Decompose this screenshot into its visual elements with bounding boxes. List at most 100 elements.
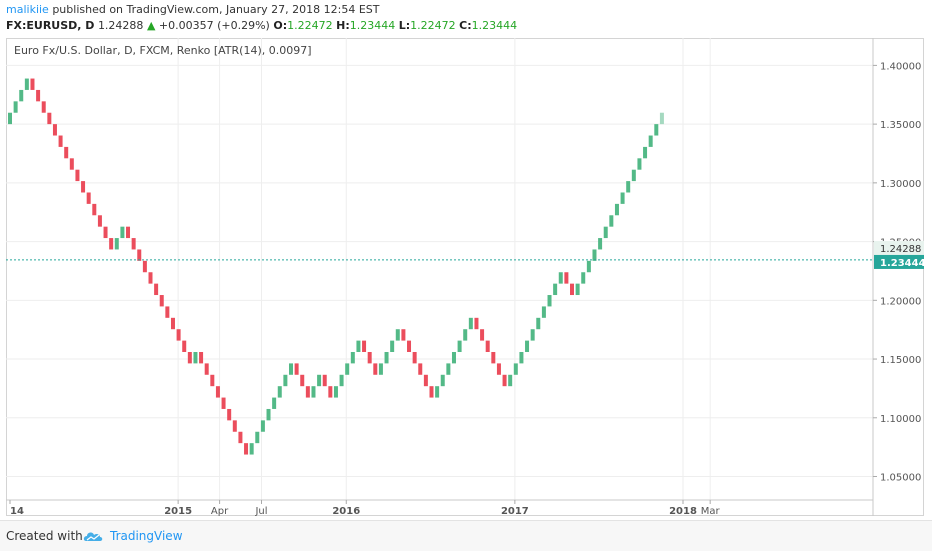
renko-brick-down <box>187 352 192 364</box>
renko-brick-up <box>317 374 322 387</box>
renko-brick-up <box>620 192 625 204</box>
renko-brick-down <box>564 272 569 284</box>
close-price-badge-text: 1.23444 <box>880 258 924 269</box>
open-value: 1.22472 <box>287 19 333 32</box>
time-axis[interactable]: 14 2015 Apr Jul 2016 2017 2018 Mar <box>9 500 721 517</box>
renko-brick-up <box>592 249 597 261</box>
renko-brick-down <box>322 374 327 387</box>
renko-brick-up <box>260 420 265 432</box>
renko-brick-down <box>81 181 86 193</box>
renko-brick-up <box>378 363 383 375</box>
renko-brick-down <box>227 408 232 421</box>
renko-brick-down <box>199 352 204 364</box>
renko-brick-up <box>536 317 541 330</box>
renko-brick-up <box>333 386 338 398</box>
close-price-badge-bg <box>874 254 924 269</box>
price-change: +0.00357 (+0.29%) <box>158 19 270 32</box>
renko-brick-up <box>654 124 659 136</box>
last-price-badge: 1.24288 <box>874 240 924 255</box>
renko-brick-up <box>24 78 29 90</box>
renko-brick-up <box>272 397 277 409</box>
renko-brick-down <box>176 329 181 341</box>
renko-brick-up <box>311 386 316 398</box>
tradingview-link[interactable]: TradingView <box>110 529 183 543</box>
renko-brick-up <box>508 374 513 387</box>
renko-brick-up <box>609 215 614 227</box>
created-with-label: Created with <box>6 529 83 543</box>
renko-brick-down <box>305 386 310 398</box>
renko-brick-down <box>142 260 147 273</box>
renko-brick-down <box>30 78 35 90</box>
renko-brick-down <box>109 238 114 250</box>
x-tick-label: Mar <box>701 506 721 516</box>
renko-brick-up <box>193 352 198 364</box>
renko-brick-down <box>137 249 142 261</box>
renko-brick-down <box>502 374 507 387</box>
renko-chart[interactable]: 1.400001.350001.300001.250001.200001.150… <box>6 38 926 517</box>
renko-brick-up <box>266 408 271 421</box>
renko-brick-down <box>41 101 46 113</box>
renko-brick-down <box>362 340 367 352</box>
renko-brick-down <box>294 363 299 375</box>
renko-brick-down <box>407 340 412 352</box>
renko-brick-down <box>474 317 479 330</box>
publish-info: published on TradingView.com, January 27… <box>48 3 380 16</box>
renko-brick-down <box>159 295 164 307</box>
publish-line: malikiie published on TradingView.com, J… <box>6 3 379 16</box>
renko-brick-up <box>345 363 350 375</box>
chart-border <box>6 38 924 516</box>
x-tick-label: 2015 <box>164 506 192 516</box>
renko-brick-down <box>328 386 333 398</box>
renko-brick-up <box>446 363 451 375</box>
renko-brick-down <box>570 283 574 296</box>
renko-brick-up <box>575 283 580 296</box>
renko-brick-down <box>401 329 406 341</box>
renko-brick-down <box>496 363 501 375</box>
low-label: L: <box>398 19 411 32</box>
last-price-badge-bg <box>874 240 924 255</box>
low-value: 1.22472 <box>410 19 456 32</box>
renko-brick-up <box>451 352 456 364</box>
x-tick-label: 2016 <box>332 506 360 516</box>
quote-line: FX:EURUSD, D 1.24288 ▲ +0.00357 (+0.29%)… <box>6 19 517 32</box>
renko-brick-down <box>75 169 80 182</box>
renko-brick-up <box>390 340 395 352</box>
tradingview-cloud-icon[interactable] <box>82 529 104 543</box>
renko-brick-up <box>631 169 636 182</box>
author-link[interactable]: malikiie <box>6 3 49 16</box>
renko-brick-down <box>244 443 249 455</box>
renko-brick-up <box>339 374 344 387</box>
renko-brick-down <box>86 192 91 204</box>
close-value: 1.23444 <box>471 19 518 32</box>
renko-brick-down <box>423 374 428 387</box>
open-label: O: <box>273 19 288 32</box>
renko-brick-down <box>418 363 423 375</box>
close-label: C: <box>459 19 472 32</box>
renko-brick-down <box>36 89 41 102</box>
renko-brick-up <box>541 306 546 318</box>
renko-brick-down <box>58 135 63 147</box>
renko-brick-down <box>429 386 434 398</box>
renko-brick-up <box>120 226 125 239</box>
renko-brick-down <box>165 306 170 318</box>
renko-brick-down <box>103 226 108 239</box>
chart-frame[interactable]: 1.400001.350001.300001.250001.200001.150… <box>6 38 926 517</box>
x-tick-label: Jul <box>254 506 267 516</box>
renko-brick-down <box>69 158 74 170</box>
y-tick-label: 1.30000 <box>880 179 921 190</box>
renko-brick-up <box>277 386 282 398</box>
renko-brick-up <box>289 363 293 375</box>
y-tick-label: 1.10000 <box>880 414 921 425</box>
renko-brick-up <box>255 431 260 444</box>
renko-brick-up <box>519 352 524 364</box>
renko-brick-up <box>468 317 473 330</box>
renko-brick-up <box>8 112 12 125</box>
renko-brick-up <box>384 352 389 364</box>
renko-brick-down <box>154 283 159 296</box>
renko-brick-up <box>249 443 254 455</box>
renko-brick-up <box>13 101 18 113</box>
y-tick-label: 1.40000 <box>880 61 921 72</box>
renko-brick-up <box>659 112 664 125</box>
renko-brick-down <box>210 374 215 387</box>
renko-brick-up <box>283 374 288 387</box>
